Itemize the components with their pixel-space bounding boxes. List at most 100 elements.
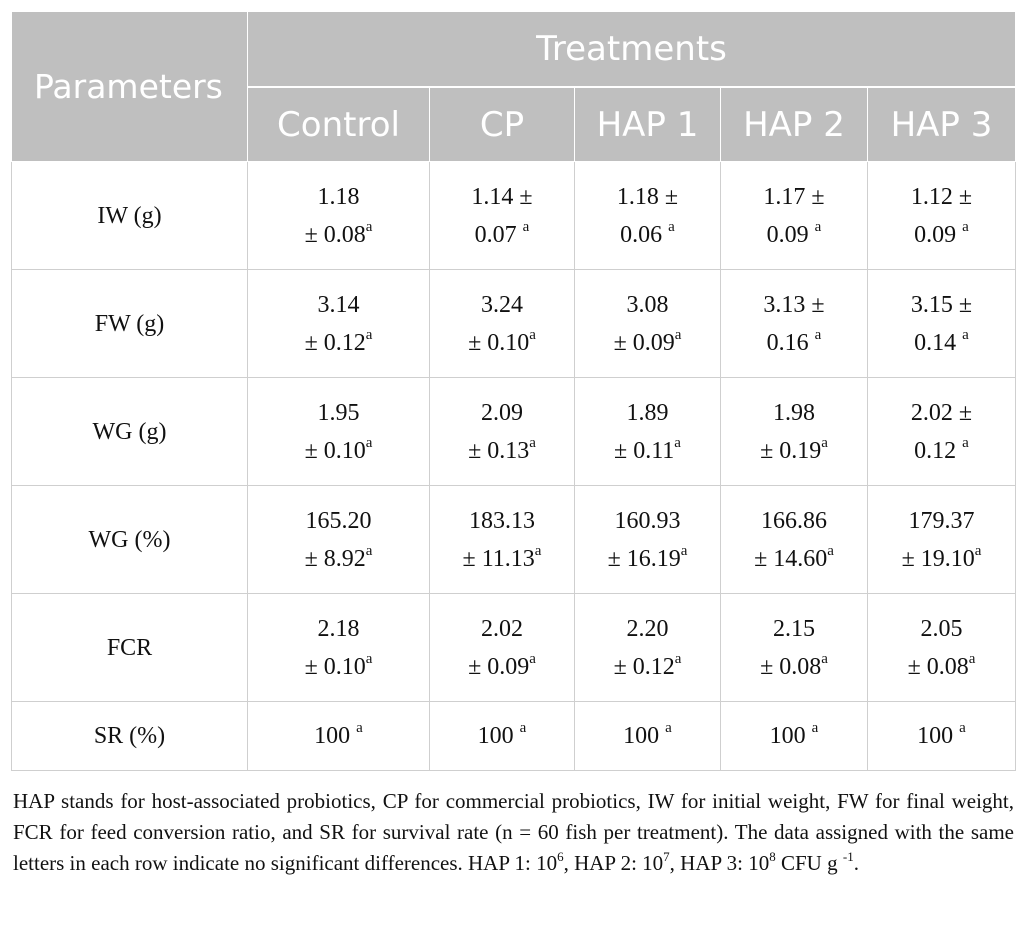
cell-error: ± 0.10 [468,329,530,356]
cell-value: 1.98 [773,399,815,426]
cell-error: 0.07 [474,221,523,248]
cell-hap2: 2.15 ± 0.08a [720,593,868,702]
footnote-text: , HAP 2: 10 [563,851,664,875]
cell-line: 160.93 [579,502,716,540]
table-row: WG (g) 1.95 ± 0.10a 2.09 ± 0.13a 1.89 ± 0.11a 1… [11,377,1016,486]
footnote-superscript: 6 [557,849,564,864]
cell-line: 100 a [725,717,863,755]
cell-hap2: 1.17 ± 0.09 a [720,161,868,270]
cell-value: 1.89 [626,399,669,426]
cell-error: 0.06 [620,221,669,248]
cell-line: ± 0.08a [872,648,1011,686]
cell-line: 1.12 ± [872,178,1011,216]
cell-error: 0.09 [766,221,815,248]
cell-error: ± 0.12 [304,329,366,356]
significance-letter: a [959,720,966,736]
cell-line: 1.98 [725,394,863,432]
significance-letter: a [674,434,681,451]
footnote-text: CFU g [775,851,843,875]
cell-control: 1.18 ± 0.08a [247,161,430,270]
row-label: WG (g) [11,377,248,486]
significance-letter: a [821,650,828,667]
cell-error: 0.16 [766,329,815,356]
table-header: Parameters Treatments Control CP HAP 1 H… [11,11,1016,162]
cell-value: 3.08 [626,291,669,318]
cell-line: 3.08 [579,286,716,324]
footnote-superscript: 8 [769,849,776,864]
row-label: WG (%) [11,485,248,594]
cell-line: 3.15 ± [872,286,1011,324]
column-header-hap1: HAP 1 [574,86,721,162]
cell-hap3: 1.12 ± 0.09 a [867,161,1016,270]
significance-letter: a [529,650,536,667]
table-row: FCR 2.18 ± 0.10a 2.02 ± 0.09a 2.20 ± 0.12a 2.15… [11,593,1016,702]
footnote-superscript: 7 [663,849,670,864]
cell-error: 0.14 [914,329,963,356]
significance-letter: a [365,326,373,343]
results-table-container: Parameters Treatments Control CP HAP 1 H… [11,11,1016,771]
cell-cp: 1.14 ± 0.07 a [429,161,575,270]
cell-hap3: 3.15 ± 0.14 a [867,269,1016,378]
cell-hap1: 1.18 ± 0.06 a [574,161,721,270]
cell-value: 3.24 [481,291,523,318]
results-table: Parameters Treatments Control CP HAP 1 H… [11,11,1016,771]
cell-line: ± 19.10a [872,540,1011,578]
cell-line: 2.20 [579,610,716,648]
significance-letter: a [356,720,363,736]
significance-letter: a [962,218,969,235]
significance-letter: a [529,326,536,343]
cell-hap1: 100 a [574,701,721,771]
significance-letter: a [668,218,675,235]
cell-cp: 183.13 ± 11.13a [429,485,575,594]
significance-letter: a [519,720,527,736]
cell-value: 2.02 [481,615,523,642]
cell-line: 0.14 a [872,324,1011,362]
column-header-hap2: HAP 2 [720,86,868,162]
significance-letter: a [814,326,822,343]
cell-hap3: 2.05 ± 0.08a [867,593,1016,702]
cell-value: 165.20 [305,507,372,534]
cell-line: ± 0.19a [725,432,863,470]
header-row-top: Parameters Treatments [11,11,1016,162]
cell-value: 1.95 [317,399,360,426]
cell-line: ± 0.08a [252,216,425,254]
cell-hap2: 3.13 ± 0.16 a [720,269,868,378]
cell-line: ± 0.08a [725,648,863,686]
cell-line: 1.14 ± [434,178,570,216]
cell-line: ± 0.13a [434,432,570,470]
cell-hap3: 2.02 ± 0.12 a [867,377,1016,486]
table-row: FW (g) 3.14 ± 0.12a 3.24 ± 0.10a 3.08 ± 0.09a 3… [11,269,1016,378]
cell-line: ± 11.13a [434,540,570,578]
cell-error: ± 0.10 [304,437,366,464]
cell-control: 2.18 ± 0.10a [247,593,430,702]
cell-error: ± 8.92 [304,545,366,572]
cell-value: 2.05 [920,615,963,642]
cell-line: 2.18 [252,610,425,648]
cell-error: ± 14.60 [754,545,828,572]
cell-line: 100 a [252,717,425,755]
row-label: FCR [11,593,248,702]
cell-hap3: 100 a [867,701,1016,771]
significance-letter: a [522,218,530,235]
significance-letter: a [962,434,969,451]
cell-line: 2.02 ± [872,394,1011,432]
significance-letter: a [962,326,969,343]
cell-error: ± 11.13 [462,545,535,572]
cell-value: 2.20 [626,615,669,642]
footnote-text: HAP stands for host-associated probiotic… [13,789,1014,875]
cell-hap1: 1.89 ± 0.11a [574,377,721,486]
cell-error: ± 0.09 [468,653,530,680]
cell-line: 0.09 a [872,216,1011,254]
cell-value: 183.13 [469,507,535,534]
cell-line: ± 0.12a [579,648,716,686]
significance-letter: a [365,434,373,451]
cell-line: 100 a [434,717,570,755]
cell-cp: 3.24 ± 0.10a [429,269,575,378]
cell-error: 0.12 [914,437,963,464]
table-body: IW (g) 1.18 ± 0.08a 1.14 ±0.07 a 1.18 ±0.06 … [11,161,1016,771]
cell-line: 1.17 ± [725,178,863,216]
cell-value: 166.86 [761,507,827,534]
cell-value: 1.14 ± [471,183,533,210]
cell-line: 2.05 [872,610,1011,648]
cell-cp: 2.02 ± 0.09a [429,593,575,702]
